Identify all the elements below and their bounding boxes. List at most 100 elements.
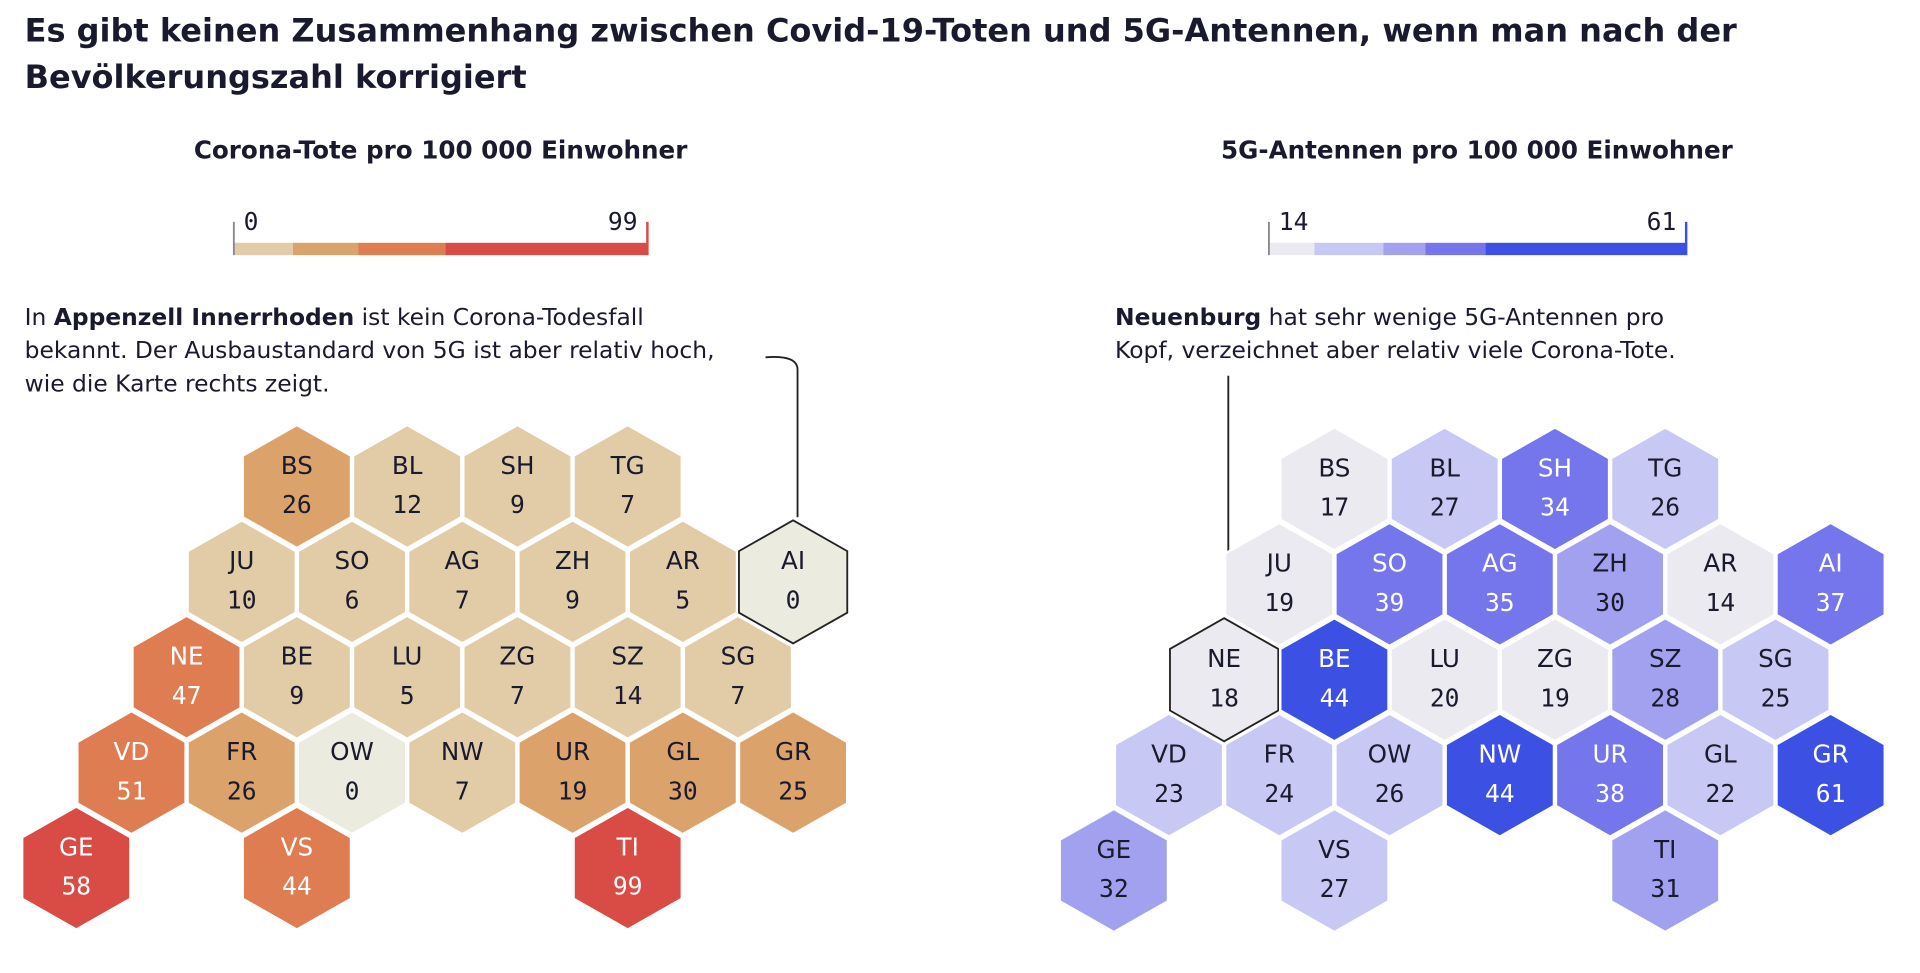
hex-cell (572, 423, 684, 550)
cell-code: BL (392, 451, 423, 480)
legend-swatch (1425, 242, 1486, 256)
hex-cell (1609, 807, 1721, 934)
hex-cell (351, 423, 463, 550)
cell-code: LU (1429, 644, 1460, 673)
annotation-text: bekannt. Der Ausbaustandard von 5G ist a… (25, 336, 715, 364)
hex-cell (1169, 617, 1280, 743)
cell-value: 10 (227, 586, 257, 615)
hex-cell (1554, 712, 1666, 839)
cell-value: 26 (227, 776, 257, 805)
cell-code: VD (114, 737, 150, 766)
cell-value: 17 (1320, 493, 1350, 522)
cell-value: 44 (1485, 779, 1515, 808)
hex-cell (186, 709, 298, 836)
cell-value: 9 (565, 586, 580, 615)
hex-cell (1554, 521, 1666, 648)
cell-value: 20 (1430, 683, 1460, 712)
annotation-text: ist kein Corona-Todesfall (354, 302, 644, 330)
hex-cell (186, 518, 298, 645)
legend-swatch (1314, 242, 1384, 256)
cell-code: TI (1653, 835, 1676, 864)
hex-cell (20, 805, 132, 931)
hex-cell (131, 614, 242, 741)
hex-cell (76, 709, 187, 836)
cell-value: 0 (786, 586, 801, 615)
hex-cell (1775, 521, 1887, 648)
hex-cell (1279, 807, 1390, 934)
hex-cell (572, 805, 684, 931)
annotation-text: wie die Karte rechts zeigt. (25, 369, 330, 397)
annotation-line: bekannt. Der Ausbaustandard von 5G ist a… (25, 336, 715, 364)
cell-value: 5 (400, 681, 415, 710)
cell-code: SG (1758, 644, 1793, 673)
hex-cell (1444, 521, 1556, 648)
hex-cell (406, 709, 518, 836)
cell-value: 7 (731, 681, 746, 710)
legend-swatch (445, 242, 648, 256)
cell-code: SO (1372, 549, 1407, 578)
cell-value: 37 (1816, 588, 1846, 617)
cell-value: 12 (392, 490, 422, 519)
cell-value: 26 (1650, 493, 1680, 522)
legend-min: 0 (244, 207, 259, 236)
hex-cell (406, 518, 518, 645)
cell-code: TG (1647, 453, 1682, 482)
title-line: Bevölkerungszahl korrigiert (25, 58, 527, 96)
cell-code: UR (555, 737, 590, 766)
hex-cell (296, 709, 408, 836)
hex-cell (462, 423, 573, 550)
legend-max: 99 (608, 207, 638, 236)
cell-code: OW (1368, 739, 1412, 768)
cell-code: FR (1264, 739, 1295, 768)
hex-cell (1664, 521, 1776, 648)
hex-cell (1609, 426, 1721, 552)
hex-cell (1223, 521, 1335, 648)
cell-value: 6 (345, 586, 360, 615)
cell-value: 31 (1650, 874, 1680, 903)
legend-swatch (233, 242, 293, 256)
cell-value: 25 (1761, 683, 1791, 712)
cell-code: GR (775, 737, 811, 766)
cell-value: 7 (455, 586, 470, 615)
hex-cell (1389, 616, 1501, 743)
cell-code: VD (1151, 739, 1187, 768)
cell-value: 47 (172, 681, 202, 710)
cell-value: 9 (510, 490, 525, 519)
cell-value: 26 (1375, 779, 1405, 808)
annotation-text: Appenzell Innerrhoden (54, 302, 355, 330)
cell-value: 44 (1320, 683, 1350, 712)
cell-code: BE (1318, 644, 1350, 673)
cell-code: SZ (1649, 644, 1681, 673)
cell-code: SH (500, 451, 534, 480)
hex-cell (1279, 616, 1390, 743)
cell-code: JU (1265, 549, 1292, 578)
cell-value: 38 (1595, 779, 1625, 808)
cell-value: 25 (778, 776, 808, 805)
cell-value: 51 (117, 776, 147, 805)
legend-max: 61 (1647, 207, 1677, 236)
cell-code: NE (170, 642, 204, 671)
hex-cell (241, 423, 353, 550)
cell-code: SG (721, 642, 756, 671)
cell-value: 9 (289, 681, 304, 710)
cell-code: AG (1482, 549, 1517, 578)
hex-cell (1389, 426, 1501, 552)
legend-swatch (1485, 242, 1687, 256)
cell-value: 7 (455, 776, 470, 805)
cell-code: GR (1813, 739, 1849, 768)
cell-value: 34 (1540, 493, 1570, 522)
hex-cell (737, 709, 849, 836)
hex-cell (1058, 807, 1170, 934)
connector (765, 356, 799, 518)
cell-code: GE (59, 832, 94, 861)
hex-cell (1499, 616, 1611, 743)
cell-value: 30 (668, 776, 698, 805)
cell-code: SZ (611, 642, 643, 671)
legend-min: 14 (1279, 207, 1309, 236)
legend-swatch (1268, 242, 1315, 256)
hex-cell (241, 805, 353, 931)
hex-cell (1444, 712, 1556, 839)
cell-value: 44 (282, 872, 312, 901)
cell-code: ZG (1537, 644, 1573, 673)
